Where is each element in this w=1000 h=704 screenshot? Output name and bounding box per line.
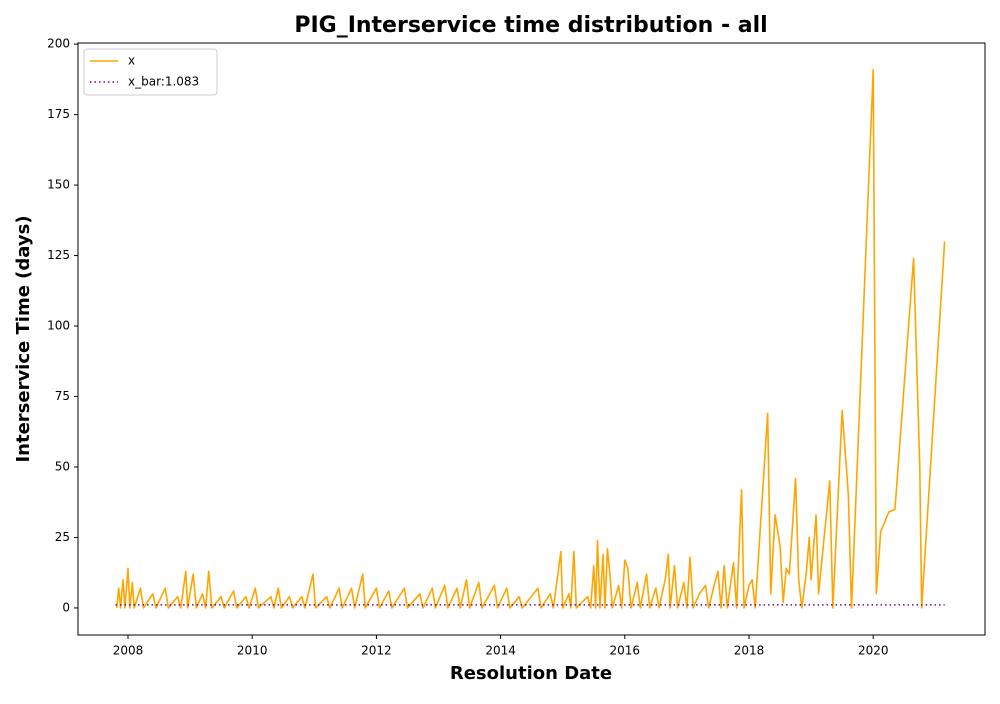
y-tick-label: 0 <box>62 600 70 614</box>
y-tick-label: 150 <box>47 178 70 192</box>
x-tick-label: 2008 <box>113 644 144 658</box>
data-line <box>116 68 946 609</box>
y-tick-label: 125 <box>47 248 70 262</box>
x-tick-label: 2018 <box>734 644 765 658</box>
y-tick-label: 175 <box>47 107 70 121</box>
y-tick-label: 75 <box>55 389 70 403</box>
x-tick-label: 2010 <box>237 644 268 658</box>
chart-title: PIG_Interservice time distribution - all <box>294 13 767 38</box>
y-tick-label: 200 <box>47 37 70 51</box>
legend-label: x <box>128 54 135 68</box>
plot-frame <box>77 42 986 636</box>
y-tick-label: 25 <box>55 530 70 544</box>
x-tick-label: 2020 <box>858 644 889 658</box>
y-tick-label: 100 <box>47 319 70 333</box>
y-tick-label: 50 <box>55 459 70 473</box>
x-tick-label: 2014 <box>485 644 516 658</box>
x-tick-label: 2016 <box>610 644 641 658</box>
legend-label: x_bar:1.083 <box>128 75 199 89</box>
x-tick-label: 2012 <box>361 644 392 658</box>
x-axis-label: Resolution Date <box>450 663 612 684</box>
y-axis-label: Interservice Time (days) <box>13 215 34 462</box>
